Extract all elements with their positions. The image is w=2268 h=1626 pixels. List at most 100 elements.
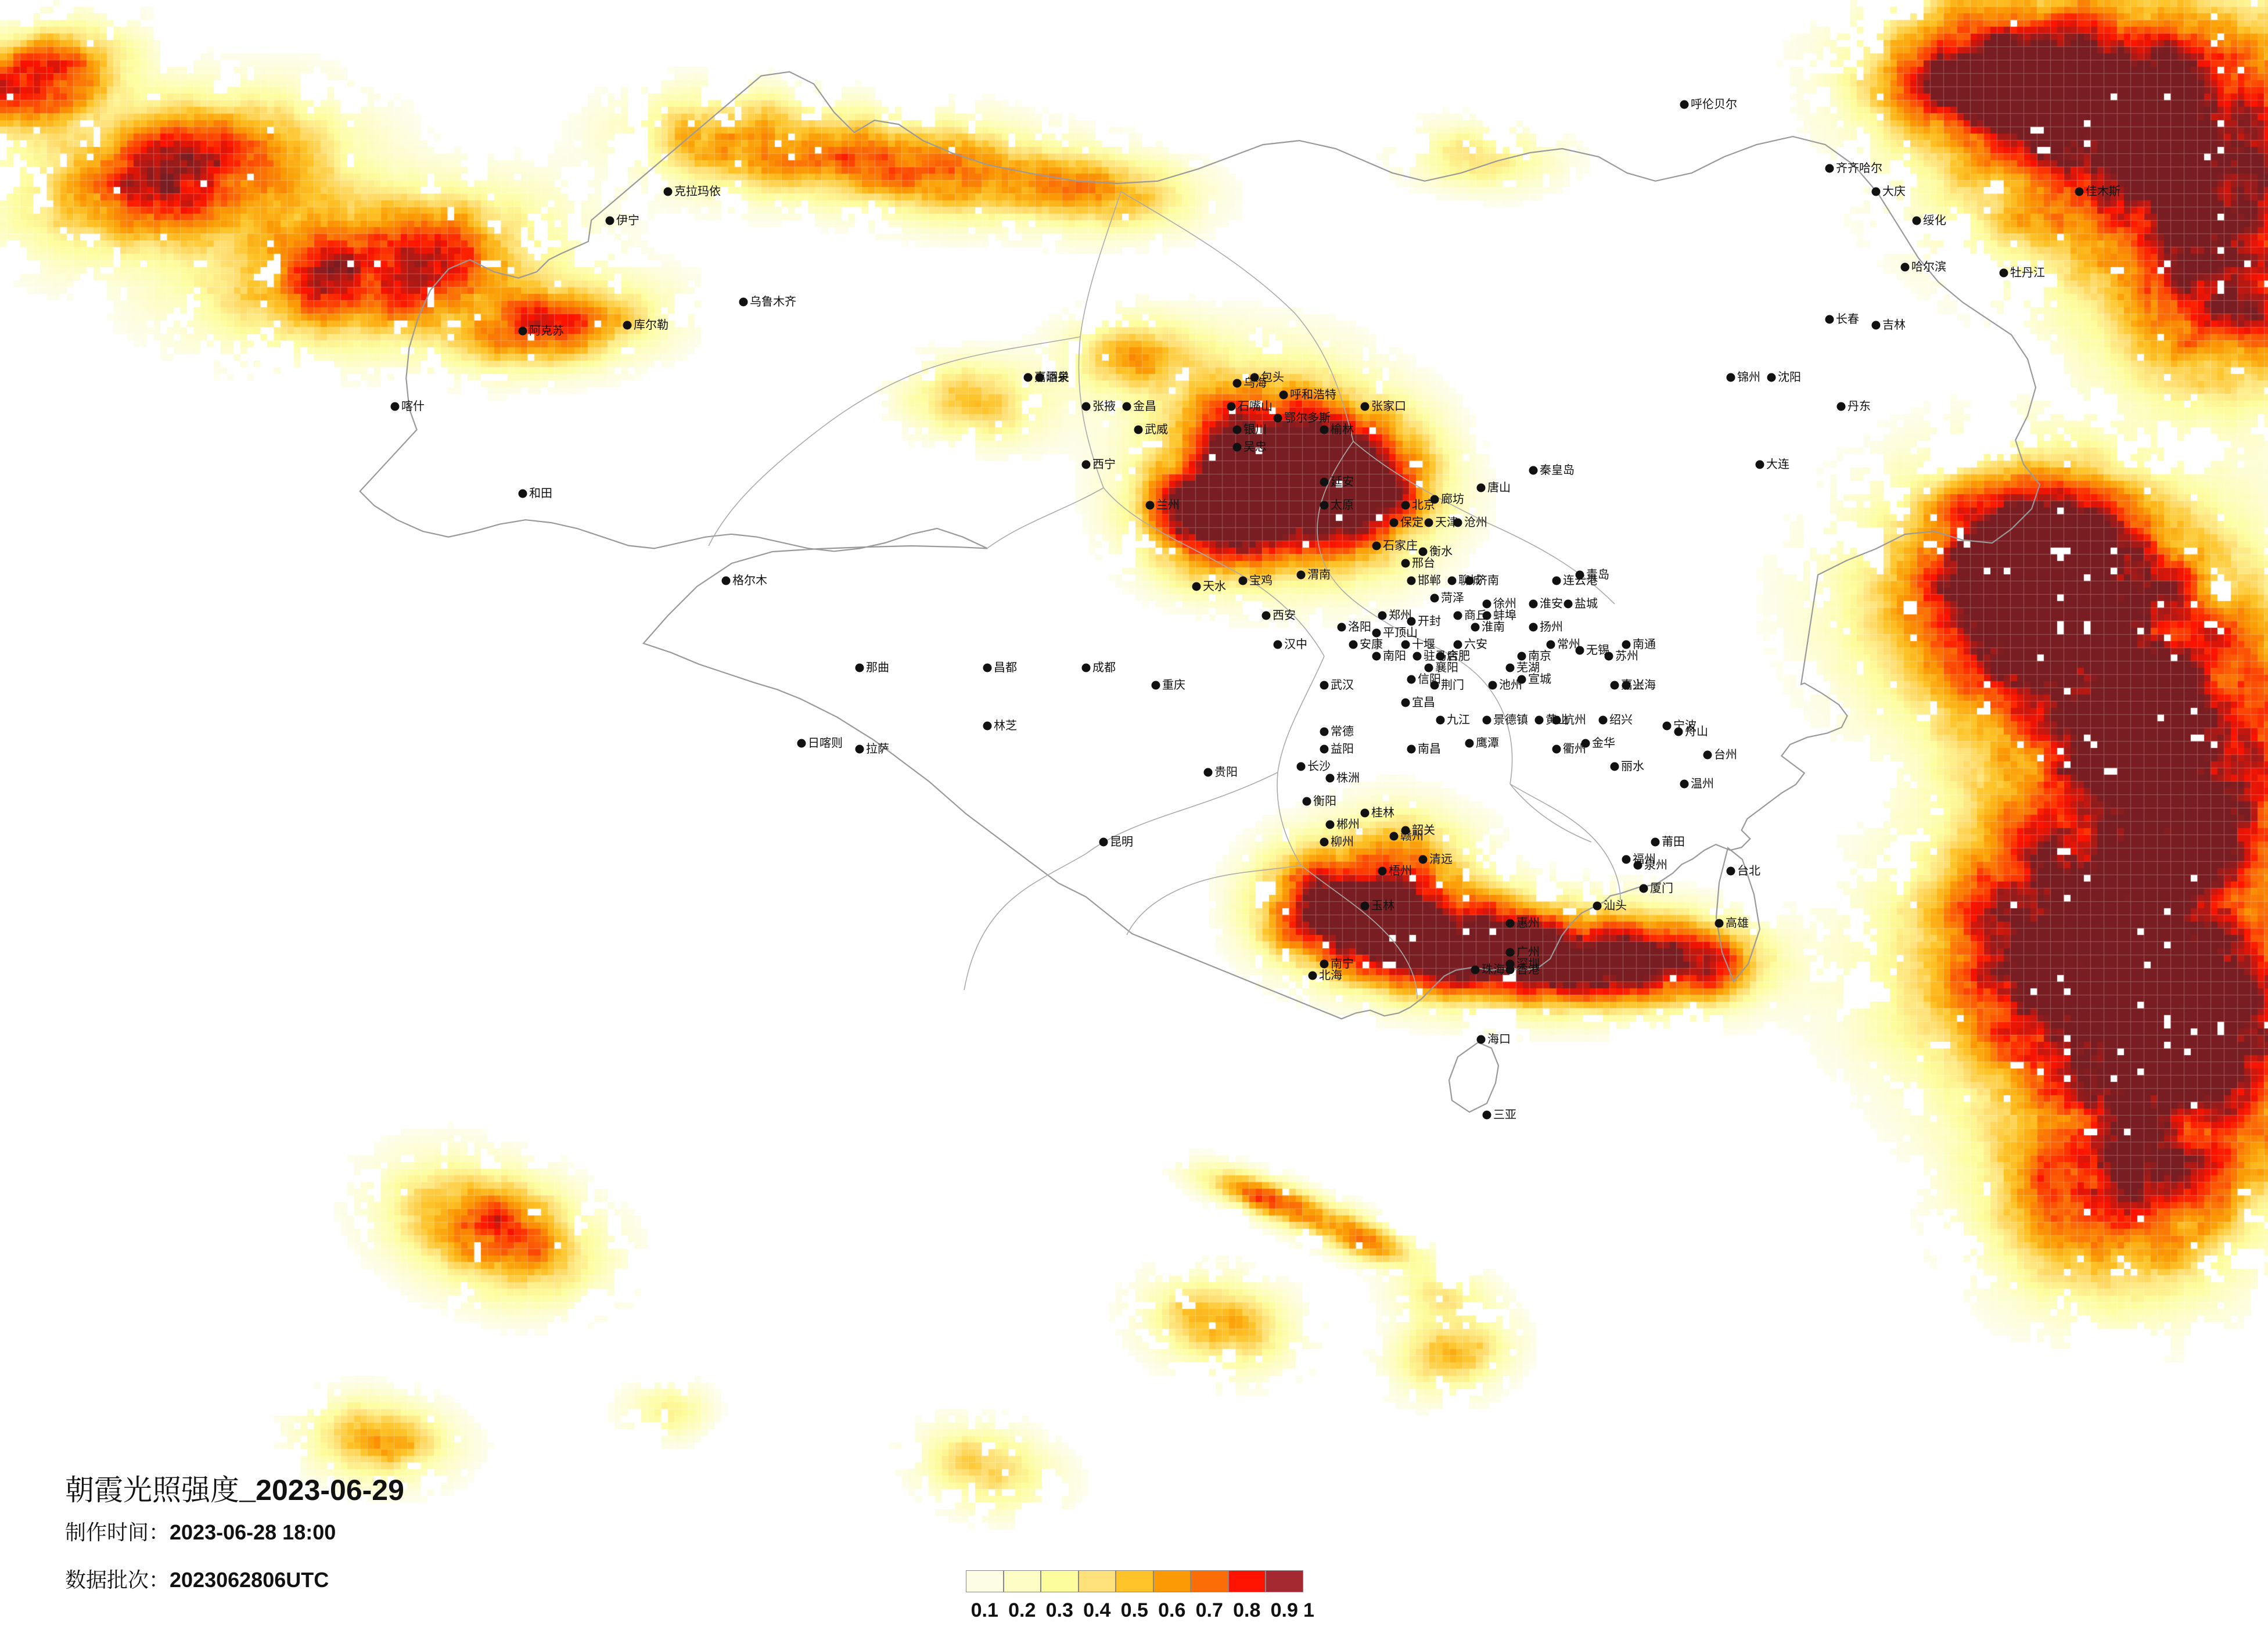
svg-text:金华: 金华 — [1592, 736, 1615, 750]
svg-text:石家庄: 石家庄 — [1383, 539, 1418, 552]
svg-text:太原: 太原 — [1331, 498, 1354, 512]
svg-text:丹东: 丹东 — [1848, 400, 1871, 413]
svg-text:桂林: 桂林 — [1371, 806, 1394, 819]
svg-text:南京: 南京 — [1528, 649, 1551, 663]
svg-text:沈阳: 沈阳 — [1778, 370, 1801, 384]
svg-text:淮安: 淮安 — [1540, 597, 1563, 610]
svg-text:长沙: 长沙 — [1307, 760, 1331, 773]
svg-text:赣州: 赣州 — [1400, 829, 1424, 843]
svg-text:宣城: 宣城 — [1528, 672, 1551, 686]
svg-text:南通: 南通 — [1633, 638, 1656, 651]
svg-text:渭南: 渭南 — [1307, 568, 1331, 581]
svg-text:苏州: 苏州 — [1615, 649, 1638, 663]
svg-text:驻马店: 驻马店 — [1424, 649, 1458, 663]
svg-text:益阳: 益阳 — [1331, 742, 1354, 756]
svg-text:衡水: 衡水 — [1429, 545, 1453, 558]
svg-text:嘉兴: 嘉兴 — [1621, 678, 1644, 692]
svg-text:武威: 武威 — [1145, 423, 1168, 436]
svg-text:柳州: 柳州 — [1331, 835, 1354, 848]
svg-text:平顶山: 平顶山 — [1383, 626, 1418, 639]
svg-text:锦州: 锦州 — [1737, 370, 1760, 384]
svg-text:榆林: 榆林 — [1331, 423, 1354, 436]
svg-text:拉萨: 拉萨 — [866, 742, 889, 756]
svg-text:北海: 北海 — [1319, 969, 1342, 982]
svg-text:香港: 香港 — [1516, 963, 1540, 976]
svg-text:日喀则: 日喀则 — [808, 736, 843, 750]
svg-text:石嘴山: 石嘴山 — [1238, 400, 1273, 413]
svg-text:信阳: 信阳 — [1418, 672, 1441, 686]
svg-text:宝鸡: 宝鸡 — [1249, 574, 1273, 587]
svg-text:西宁: 西宁 — [1092, 458, 1116, 471]
svg-text:六安: 六安 — [1464, 638, 1487, 651]
svg-text:呼和浩特: 呼和浩特 — [1290, 388, 1336, 401]
svg-text:连云港: 连云港 — [1563, 574, 1598, 587]
svg-text:长春: 长春 — [1836, 312, 1859, 326]
svg-text:清远: 清远 — [1429, 852, 1453, 866]
svg-text:绥化: 绥化 — [1923, 214, 1946, 227]
svg-text:秦皇岛: 秦皇岛 — [1540, 463, 1575, 477]
svg-text:那曲: 那曲 — [866, 661, 889, 674]
svg-text:牡丹江: 牡丹江 — [2010, 266, 2045, 279]
svg-text:襄阳: 襄阳 — [1435, 661, 1458, 674]
svg-text:泉州: 泉州 — [1644, 858, 1667, 872]
svg-text:天水: 天水 — [1203, 580, 1226, 593]
svg-text:徐州: 徐州 — [1493, 597, 1516, 610]
svg-text:丽水: 丽水 — [1621, 760, 1644, 773]
svg-text:南阳: 南阳 — [1383, 649, 1406, 663]
svg-text:开封: 开封 — [1418, 614, 1441, 628]
svg-text:三亚: 三亚 — [1493, 1109, 1516, 1121]
svg-text:绍兴: 绍兴 — [1609, 713, 1633, 726]
svg-text:伊宁: 伊宁 — [616, 214, 639, 227]
svg-text:张掖: 张掖 — [1092, 400, 1116, 413]
svg-text:呼伦贝尔: 呼伦贝尔 — [1691, 98, 1737, 111]
svg-text:金昌: 金昌 — [1133, 400, 1156, 413]
svg-text:吉林: 吉林 — [1882, 318, 1906, 332]
svg-text:乌鲁木齐: 乌鲁木齐 — [750, 295, 796, 308]
svg-text:昆明: 昆明 — [1110, 836, 1133, 848]
svg-text:商丘: 商丘 — [1464, 609, 1487, 622]
svg-text:乌海: 乌海 — [1243, 376, 1267, 390]
svg-text:高雄: 高雄 — [1726, 916, 1749, 930]
svg-text:广州: 广州 — [1516, 945, 1540, 959]
svg-text:林芝: 林芝 — [994, 719, 1017, 732]
svg-text:南昌: 南昌 — [1418, 742, 1441, 756]
svg-text:延安: 延安 — [1331, 475, 1354, 488]
svg-text:海口: 海口 — [1487, 1033, 1511, 1046]
svg-text:荆门: 荆门 — [1441, 678, 1464, 692]
svg-text:哈尔滨: 哈尔滨 — [1911, 260, 1946, 274]
svg-text:邢台: 邢台 — [1412, 556, 1435, 570]
svg-text:格尔木: 格尔木 — [732, 574, 767, 587]
svg-text:淮南: 淮南 — [1482, 620, 1505, 634]
svg-text:温州: 温州 — [1691, 777, 1714, 790]
svg-text:汕头: 汕头 — [1604, 899, 1627, 912]
svg-text:玉林: 玉林 — [1371, 899, 1394, 912]
svg-text:南宁: 南宁 — [1331, 957, 1354, 970]
svg-text:昌都: 昌都 — [994, 661, 1017, 674]
svg-text:库尔勒: 库尔勒 — [634, 318, 668, 332]
svg-text:贵阳: 贵阳 — [1214, 765, 1238, 779]
svg-text:景德镇: 景德镇 — [1493, 713, 1528, 726]
svg-text:唐山: 唐山 — [1487, 481, 1511, 494]
svg-text:盐城: 盐城 — [1575, 597, 1598, 610]
svg-text:武汉: 武汉 — [1331, 678, 1354, 692]
svg-text:成都: 成都 — [1092, 661, 1116, 674]
svg-text:宜昌: 宜昌 — [1412, 696, 1435, 709]
svg-text:鄂尔多斯: 鄂尔多斯 — [1284, 411, 1331, 425]
svg-text:郴州: 郴州 — [1336, 818, 1360, 831]
svg-text:厦门: 厦门 — [1650, 882, 1673, 895]
svg-text:蚌埠: 蚌埠 — [1493, 609, 1516, 622]
svg-text:喀什: 喀什 — [401, 400, 425, 413]
svg-text:嘉峪关: 嘉峪关 — [1034, 370, 1069, 384]
svg-text:沧州: 沧州 — [1464, 516, 1487, 529]
svg-text:衢州: 衢州 — [1563, 742, 1586, 756]
svg-text:菏泽: 菏泽 — [1441, 591, 1464, 605]
svg-text:十堰: 十堰 — [1412, 638, 1435, 651]
svg-text:西安: 西安 — [1273, 609, 1296, 622]
svg-text:无锡: 无锡 — [1586, 643, 1609, 657]
svg-text:大庆: 大庆 — [1882, 185, 1906, 198]
svg-text:大连: 大连 — [1766, 458, 1789, 471]
svg-text:常德: 常德 — [1331, 725, 1354, 738]
svg-text:芜湖: 芜湖 — [1516, 661, 1540, 674]
svg-text:台北: 台北 — [1737, 864, 1760, 877]
svg-text:银川: 银川 — [1243, 423, 1267, 436]
